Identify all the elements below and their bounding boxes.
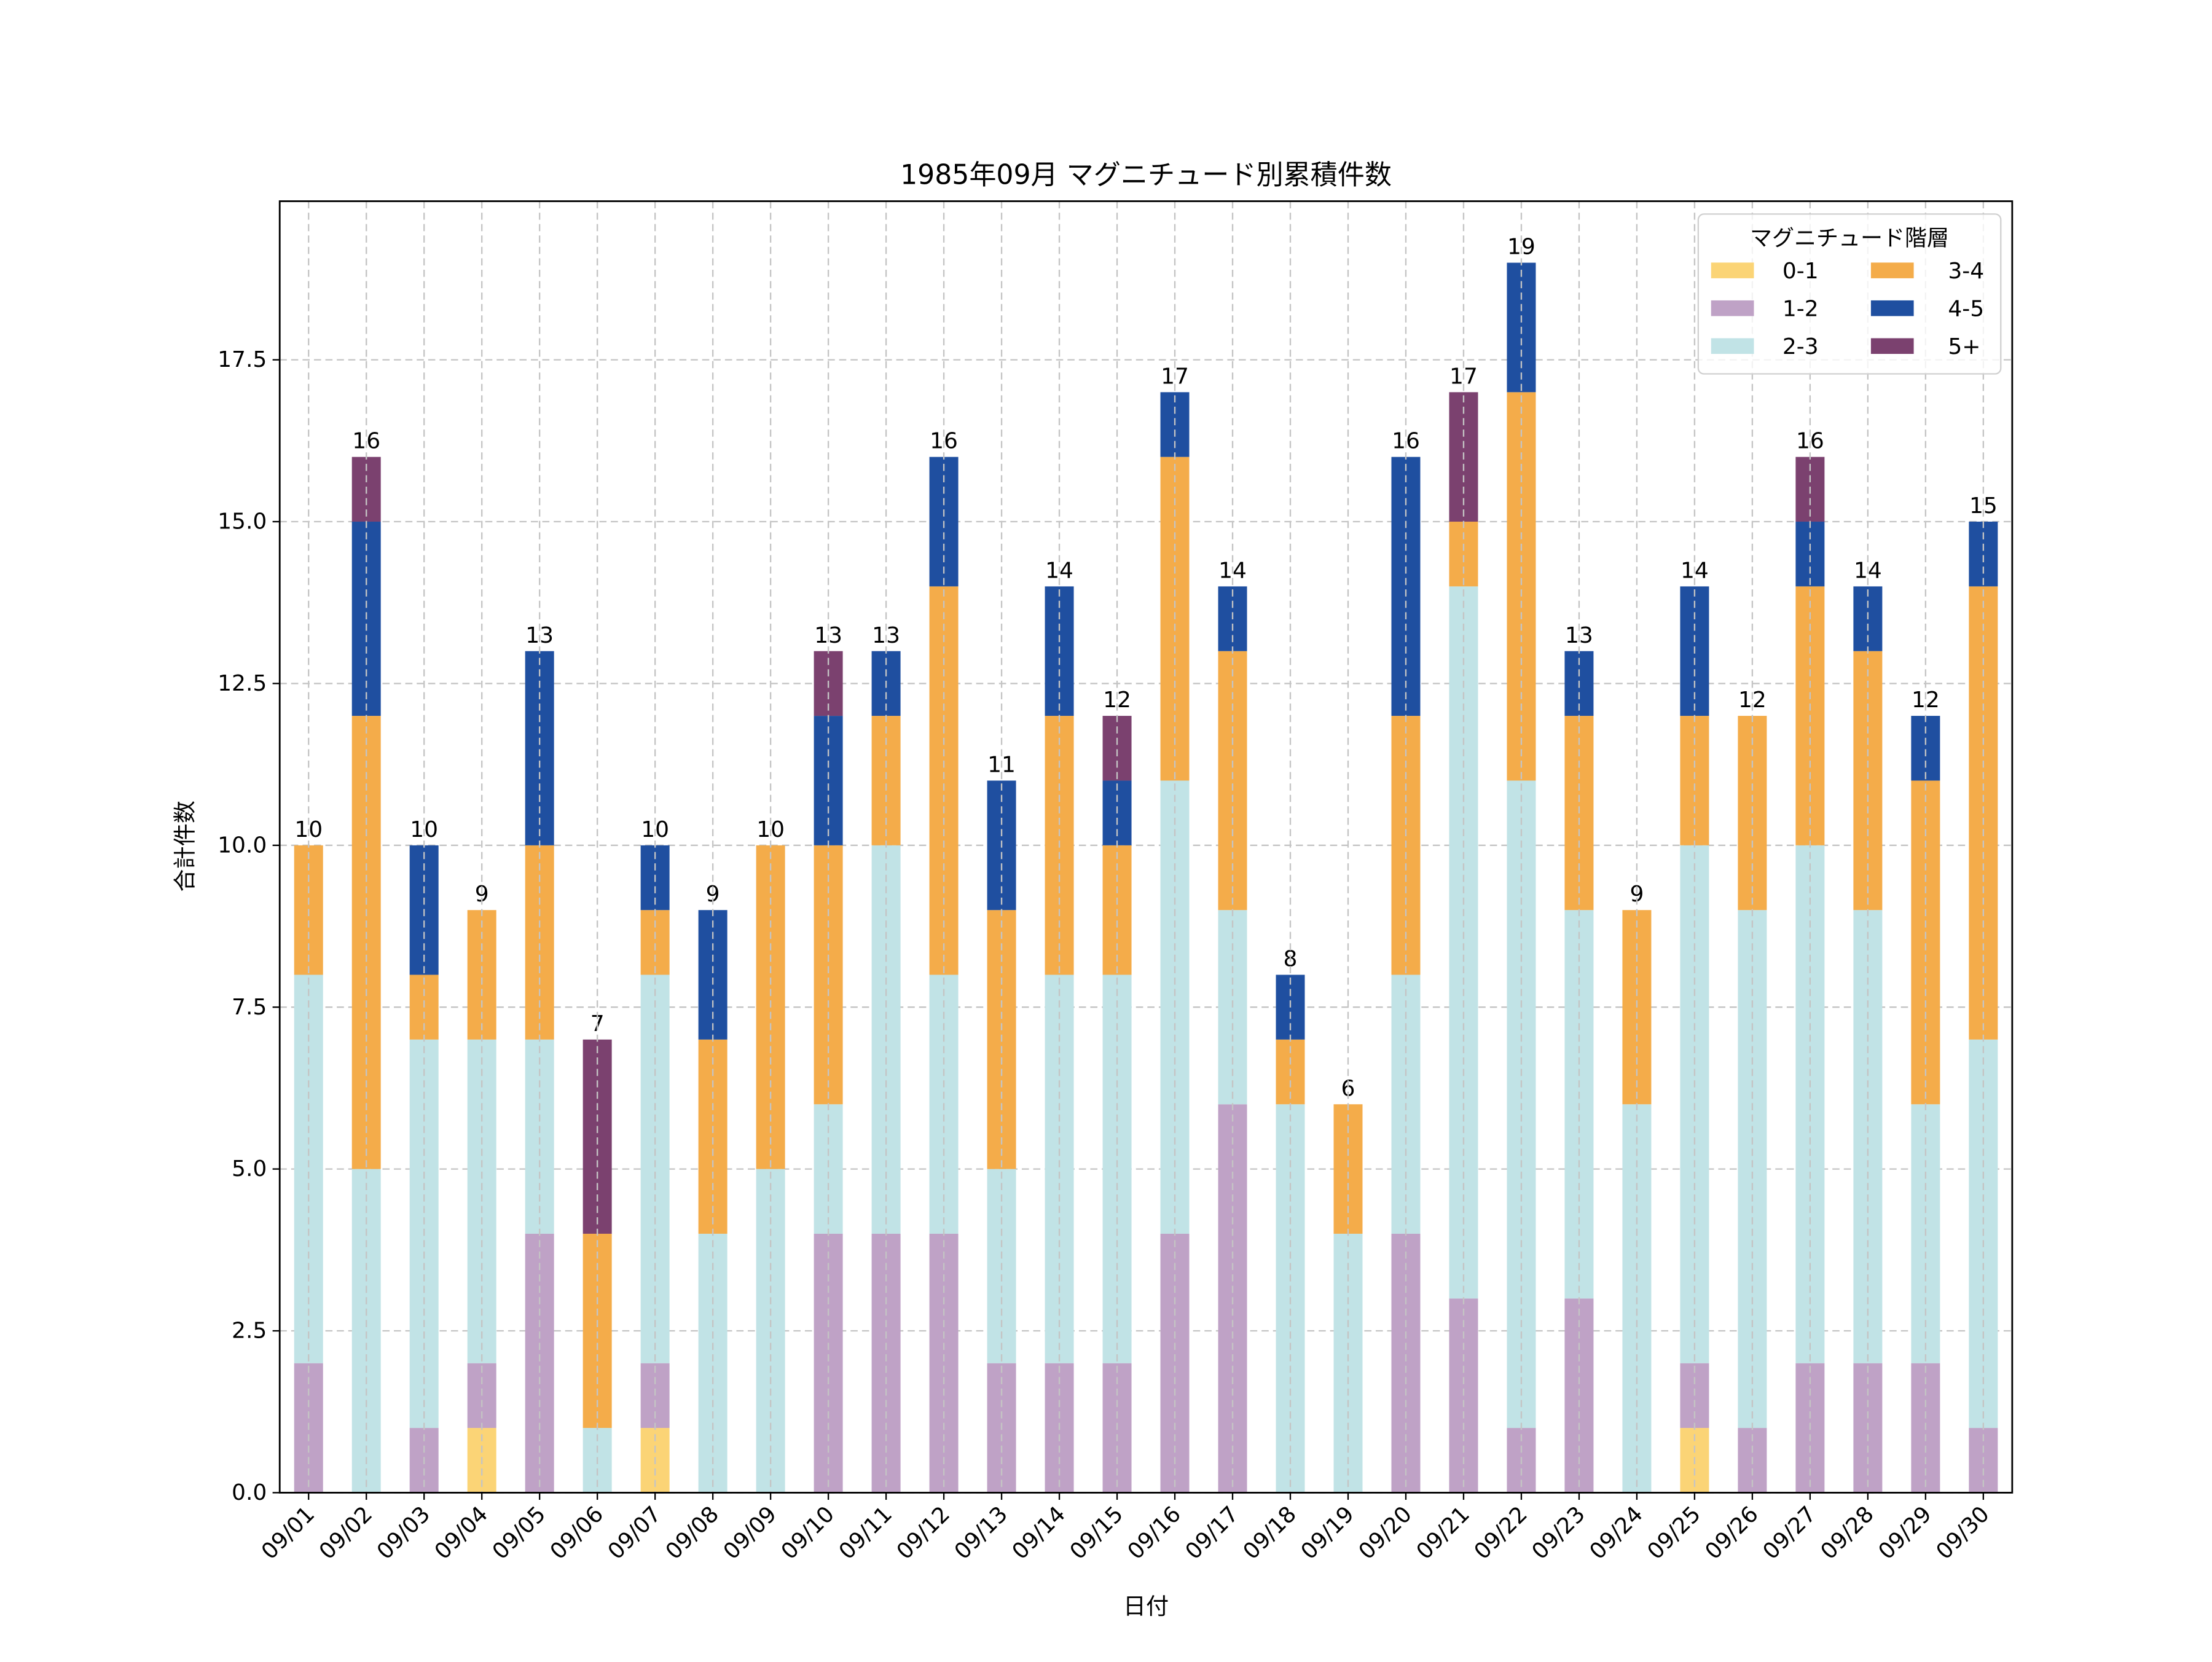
bar-segment-1-2 (871, 1233, 901, 1493)
legend-box (1697, 213, 2002, 375)
legend-title: マグニチュード階層 (1750, 225, 1949, 251)
bar-segment-4-5 (814, 716, 843, 845)
bar-segment-4-5 (1795, 522, 1825, 587)
bar-segment-2-3 (1102, 974, 1132, 1363)
legend-swatch-4-5 (1870, 300, 1914, 316)
bar-segment-2-3 (640, 974, 670, 1363)
legend-label-1-2: 1-2 (1783, 296, 1819, 321)
bar-segment-2-3 (294, 974, 323, 1363)
bar-segment-1-2 (525, 1233, 554, 1493)
bar-segment-3-4 (871, 716, 901, 845)
bar-segment-3-4 (525, 845, 554, 1040)
bar-segment-3-4 (1507, 392, 1536, 781)
bar-segment-2-3 (525, 1039, 554, 1234)
y-tick-label: 12.5 (218, 671, 267, 696)
legend-swatch-2-3 (1711, 338, 1754, 354)
bar-segment-4-5 (1911, 716, 1940, 781)
bar-segment-3-4 (1449, 522, 1478, 587)
total-label: 9 (1630, 882, 1644, 907)
y-tick-label: 7.5 (232, 995, 267, 1020)
bar-segment-4-5 (525, 651, 554, 845)
y-tick-label: 15.0 (218, 509, 267, 535)
bar-segment-3-4 (1333, 1104, 1363, 1234)
total-label: 6 (1341, 1076, 1355, 1101)
legend-label-5+: 5+ (1948, 334, 1980, 359)
y-tick-label: 17.5 (218, 347, 267, 372)
bar-segment-2-3 (1738, 910, 1767, 1429)
bar-segment-4-5 (1969, 522, 1998, 587)
bar-segment-4-5 (698, 910, 728, 1040)
bar-segment-4-5 (1391, 457, 1421, 716)
bar-segment-3-4 (467, 910, 496, 1040)
y-tick-label: 10.0 (218, 833, 267, 858)
chart-title: 1985年09月 マグニチュード別累積件数 (900, 160, 1392, 191)
y-tick-label: 0.0 (232, 1480, 267, 1505)
legend-label-3-4: 3-4 (1948, 259, 1984, 284)
x-axis-label: 日付 (1123, 1593, 1169, 1620)
legend-label-0-1: 0-1 (1783, 259, 1819, 284)
legend-label-2-3: 2-3 (1783, 334, 1819, 359)
bar-segment-2-3 (814, 1104, 843, 1234)
legend-swatch-1-2 (1711, 300, 1754, 316)
bar-segment-2-3 (1045, 974, 1074, 1363)
bar-segment-5+ (1102, 716, 1132, 781)
legend-swatch-0-1 (1711, 262, 1754, 278)
total-label: 9 (706, 882, 720, 907)
bar-segment-1-2 (814, 1233, 843, 1493)
y-axis: 0.0 2.5 5.0 7.5 10.0 12.5 15.0 17.5 (218, 347, 280, 1505)
bar-segment-2-3 (698, 1233, 728, 1493)
bar-segment-5+ (582, 1039, 612, 1234)
legend-label-4-5: 4-5 (1948, 296, 1984, 321)
bar-segment-3-4 (1853, 651, 1883, 911)
bar-segment-3-4 (698, 1039, 728, 1234)
y-axis-label: 合計件数 (172, 801, 198, 892)
legend-swatch-5+ (1870, 338, 1914, 354)
plot-frame (278, 200, 2014, 1494)
legend: マグニチュード階層 0-1 1-2 2-3 3-4 4-5 5+ (1697, 213, 2002, 375)
legend-swatch-3-4 (1870, 262, 1914, 278)
bar-segment-1-2 (929, 1233, 959, 1493)
bar-segment-3-4 (929, 586, 959, 975)
bar-segment-1-2 (1160, 1233, 1190, 1493)
bar-segment-1-2 (1391, 1233, 1421, 1493)
bar-segment-3-4 (1680, 716, 1709, 845)
y-tick-label: 5.0 (232, 1156, 267, 1182)
bar-segment-2-3 (1333, 1233, 1363, 1493)
total-label: 9 (475, 882, 489, 907)
y-tick-label: 2.5 (232, 1319, 267, 1344)
bar-segment-3-4 (1218, 651, 1247, 911)
bar-segment-3-4 (814, 845, 843, 1105)
bar-segment-3-4 (582, 1233, 612, 1429)
bar-segment-3-4 (640, 910, 670, 975)
